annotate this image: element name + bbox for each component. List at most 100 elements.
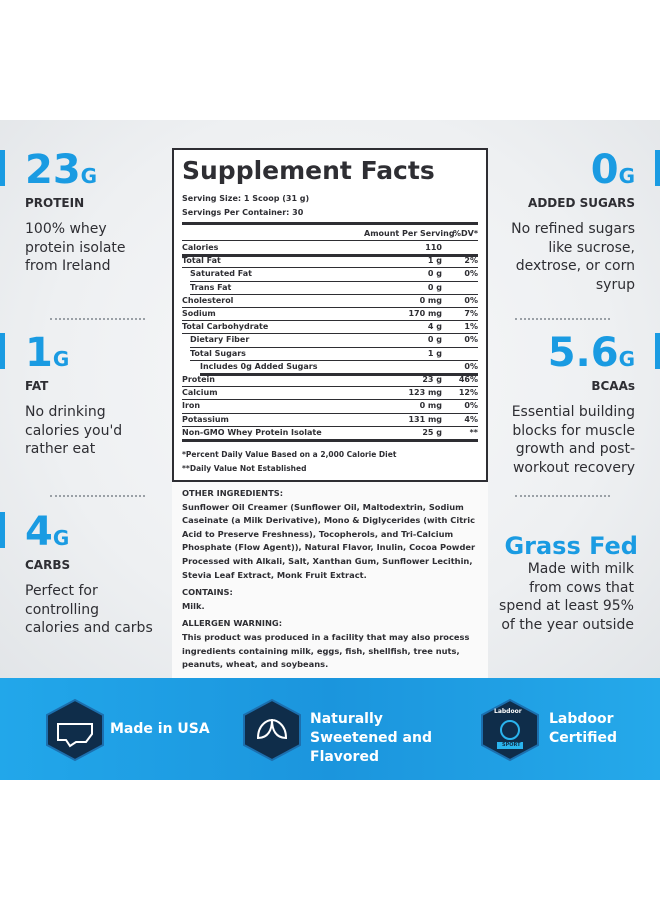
stat-unit: G [80, 164, 98, 188]
row-dv: 1% [464, 322, 478, 332]
row-name: Total Carbohydrate [182, 322, 269, 332]
row-name: Includes 0g Added Sugars [200, 361, 318, 371]
row-amount: 23 g [422, 375, 442, 384]
labdoor-icon [481, 698, 539, 762]
row-amount: 170 mg [408, 309, 442, 318]
row-rule [182, 412, 478, 414]
badge-text: Made in USA [110, 721, 210, 737]
accent-bar [0, 512, 5, 548]
serving-size: Serving Size: 1 Scoop (31 g) [182, 194, 310, 203]
usa-icon [46, 698, 104, 762]
row-rule [190, 293, 478, 295]
accent-bar [655, 150, 660, 186]
rule [182, 222, 478, 225]
row-rule [200, 373, 478, 376]
row-name: Total Fat [182, 256, 221, 266]
badge-text: Naturally Sweetened and Flavored [310, 711, 432, 765]
row-amount: 25 g [422, 427, 442, 437]
divider [50, 495, 145, 497]
divider [50, 318, 145, 320]
stat-text: Perfect for controlling calories and car… [25, 583, 153, 636]
stat-number: 1 [25, 330, 53, 376]
row-amount: 131 mg [408, 414, 442, 424]
stat-text: No refined sugars like sucrose, dextrose… [511, 221, 635, 293]
row-dv: 46% [458, 375, 478, 384]
accent-bar [655, 333, 660, 369]
row-rule [190, 346, 478, 348]
stat-value: 4G [25, 512, 69, 558]
labdoor-icon-sub: SPORT [502, 742, 521, 748]
stat-value: 1G [25, 333, 69, 379]
row-name: Calcium [182, 388, 218, 398]
row-amount: 0 g [427, 269, 442, 279]
header-amount: Amount Per Serving [364, 229, 455, 238]
accent-bar [0, 150, 5, 186]
stat-number: 0 [590, 147, 619, 193]
stat-value: 5.6G [548, 333, 635, 379]
row-name: Trans Fat [190, 282, 232, 292]
row-name: Cholesterol [182, 295, 234, 305]
row-dv: 7% [464, 309, 478, 318]
row-name: Dietary Fiber [190, 335, 250, 345]
row-dv: 0% [464, 335, 478, 345]
row-rule [182, 399, 478, 401]
stat-number: 23 [25, 147, 81, 193]
row-name: Protein [182, 375, 215, 384]
row-amount: 0 mg [419, 401, 442, 411]
grass-fed-title: Grass Fed [504, 532, 638, 560]
stat-label: BCAAs [591, 379, 635, 393]
stat-number: 5.6 [547, 330, 619, 376]
contains-title: CONTAINS: [182, 587, 233, 598]
row-name: Sodium [182, 309, 216, 318]
row-name: Calories [182, 243, 219, 252]
divider [515, 318, 610, 320]
stat-text: 100% whey protein isolate from Ireland [25, 221, 126, 274]
row-dv: 0% [464, 269, 478, 279]
row-rule [190, 359, 478, 361]
contains-text: Milk. [182, 600, 205, 611]
grass-fed-text: Made with milk from cows that spend at l… [499, 561, 634, 633]
row-name: Potassium [182, 414, 229, 424]
row-rule [190, 280, 478, 282]
allergen-title: ALLERGEN WARNING: [182, 618, 283, 629]
stat-unit: G [52, 526, 70, 550]
stat-text: No drinking calories you'd rather eat [25, 404, 123, 457]
row-dv: 0% [464, 401, 478, 411]
stat-label: CARBS [25, 558, 71, 572]
footnote: *Percent Daily Value Based on a 2,000 Ca… [182, 450, 397, 459]
row-dv: 4% [464, 414, 478, 424]
row-amount: 4 g [427, 322, 442, 332]
row-amount: 0 g [427, 282, 442, 292]
ingredients: OTHER INGREDIENTS: Sunflower Oil Creamer… [172, 482, 488, 678]
row-dv: 12% [458, 388, 478, 398]
row-dv: 0% [464, 361, 478, 371]
stat-label: FAT [25, 379, 49, 393]
stat-text: Essential building blocks for muscle gro… [511, 404, 635, 476]
stat-value: 0G [591, 150, 635, 196]
divider [515, 495, 610, 497]
supplement-facts: Supplement Facts Serving Size: 1 Scoop (… [172, 148, 488, 482]
row-name: Saturated Fat [190, 269, 253, 279]
stat-unit: G [52, 347, 70, 371]
badge-text: Labdoor Certified [549, 711, 618, 746]
stat-label: PROTEIN [25, 196, 85, 210]
row-rule [182, 267, 478, 269]
row-rule [182, 254, 478, 257]
footnote: **Daily Value Not Established [182, 464, 307, 473]
labdoor-icon-text: Labdoor [494, 708, 522, 715]
row-amount: 110 [425, 243, 442, 252]
allergen-text: This product was produced in a facility … [182, 631, 470, 670]
rule [182, 240, 478, 241]
stat-label: ADDED SUGARS [528, 196, 635, 210]
row-amount: 1 g [427, 348, 442, 358]
row-rule [182, 333, 478, 335]
row-rule [182, 386, 478, 387]
other-title: OTHER INGREDIENTS: [182, 488, 284, 498]
row-amount: 0 g [427, 335, 442, 345]
other-text: Sunflower Oil Creamer (Sunflower Oil, Ma… [182, 501, 476, 580]
row-amount: 0 mg [419, 295, 442, 305]
accent-bar [0, 333, 5, 369]
row-amount: 123 mg [408, 388, 442, 398]
row-dv: ** [469, 427, 478, 437]
